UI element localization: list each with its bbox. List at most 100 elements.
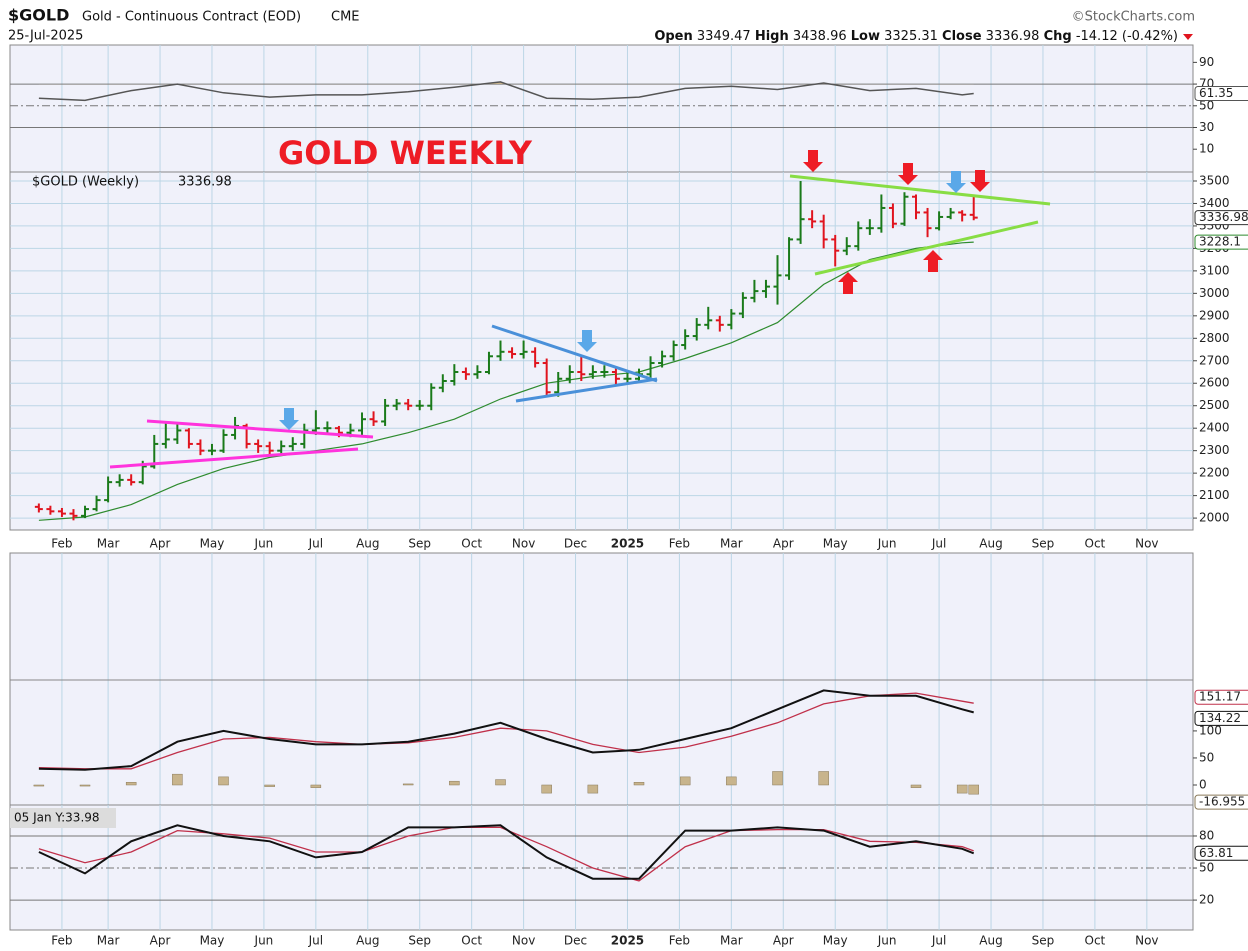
x-tick-label: Mar bbox=[97, 537, 120, 551]
x-tick-label: May bbox=[823, 934, 848, 948]
x-tick-label: Aug bbox=[356, 934, 379, 948]
down-indicator bbox=[1183, 34, 1193, 40]
close-value: 3336.98 bbox=[986, 29, 1040, 44]
high-label: High bbox=[755, 29, 789, 44]
x-tick-label: Oct bbox=[1085, 537, 1106, 551]
x-tick-label: Nov bbox=[1135, 934, 1158, 948]
arrow bbox=[803, 150, 823, 172]
value-box: 61.35 bbox=[1194, 86, 1248, 101]
low-value: 3325.31 bbox=[884, 29, 938, 44]
x-tick-label: Sep bbox=[1032, 537, 1055, 551]
trendline bbox=[814, 220, 1039, 276]
y-tick-label: 50 bbox=[1199, 98, 1214, 112]
x-tick-label: Mar bbox=[720, 934, 743, 948]
arrow bbox=[279, 408, 299, 430]
value-box-frame bbox=[1194, 210, 1248, 226]
x-tick-label: May bbox=[823, 537, 848, 551]
arrow bbox=[898, 163, 918, 185]
trendline bbox=[515, 377, 658, 403]
arrow bbox=[946, 171, 966, 193]
legend-label: $GOLD (Weekly) bbox=[32, 175, 139, 190]
value-box-label: 134.22 bbox=[1199, 711, 1241, 725]
y-tick-label: 2000 bbox=[1199, 511, 1230, 525]
x-tick-label: Nov bbox=[512, 537, 535, 551]
exchange: CME bbox=[331, 10, 360, 25]
x-tick-label: Jul bbox=[931, 934, 946, 948]
histogram-bar bbox=[956, 784, 968, 794]
x-tick-label: 2025 bbox=[611, 537, 644, 551]
y-tick-label: 2100 bbox=[1199, 488, 1230, 502]
open-value: 3349.47 bbox=[697, 29, 751, 44]
plot-layer: Feb Mar Apr May Jun Jul Aug Sep Oct Nov Dec 2025 Feb… bbox=[9, 44, 1248, 948]
y-tick-label: 2400 bbox=[1199, 421, 1230, 435]
value-box-label: 61.35 bbox=[1199, 86, 1233, 100]
legend-value: 3336.98 bbox=[178, 175, 232, 190]
x-tick-label: Feb bbox=[51, 934, 72, 948]
y-tick-label: 3100 bbox=[1199, 263, 1230, 277]
x-tick-label: Aug bbox=[356, 537, 379, 551]
trendline bbox=[109, 447, 359, 469]
histogram-bar bbox=[772, 771, 783, 786]
histogram-bar bbox=[79, 784, 91, 787]
histogram-bar bbox=[910, 784, 922, 788]
value-box-label: 3228.1 bbox=[1199, 235, 1241, 249]
x-tick-label: Mar bbox=[720, 537, 743, 551]
y-tick-label: 2300 bbox=[1199, 443, 1230, 457]
value-box-label: 3336.98 bbox=[1199, 210, 1248, 224]
arrow bbox=[970, 170, 990, 192]
rsi-line bbox=[38, 81, 974, 102]
x-tick-label: Jun bbox=[254, 537, 274, 551]
histogram-bar bbox=[818, 771, 829, 786]
x-tick-label: Aug bbox=[979, 934, 1002, 948]
histogram-bar bbox=[402, 783, 414, 786]
trendline bbox=[491, 324, 658, 383]
value-box: 151.17 bbox=[1194, 689, 1248, 705]
y-tick-label: 20 bbox=[1199, 893, 1214, 907]
value-box: -16.955 bbox=[1194, 794, 1248, 810]
y-tick-label: 50 bbox=[1199, 861, 1214, 875]
y-tick-label: 30 bbox=[1199, 120, 1214, 134]
source: ©StockCharts.com bbox=[1072, 10, 1195, 25]
low-label: Low bbox=[851, 29, 880, 44]
value-box-frame bbox=[1194, 794, 1248, 810]
x-tick-label: 2025 bbox=[611, 934, 644, 948]
value-box-frame bbox=[1194, 689, 1248, 705]
value-box-label: 63.81 bbox=[1199, 846, 1233, 860]
trendline bbox=[789, 174, 1051, 206]
x-tick-label: Jul bbox=[308, 934, 323, 948]
moving-average bbox=[38, 241, 974, 521]
y-tick-label: 0 bbox=[1199, 777, 1207, 791]
histogram-bar bbox=[541, 784, 552, 794]
arrow bbox=[577, 330, 597, 352]
arrow bbox=[838, 272, 858, 294]
histogram-bar bbox=[449, 780, 460, 786]
histogram-bar bbox=[172, 773, 183, 786]
close-label: Close bbox=[942, 29, 982, 44]
value-box-label: -16.955 bbox=[1199, 795, 1245, 809]
x-tick-label: Apr bbox=[773, 537, 794, 551]
macd-line bbox=[38, 689, 974, 771]
x-tick-label: Oct bbox=[461, 537, 482, 551]
value-box: 3336.98 bbox=[1194, 210, 1248, 226]
y-tick-label: 2600 bbox=[1199, 376, 1230, 390]
percent-k-line bbox=[38, 824, 975, 880]
instrument-name: Gold - Continuous Contract (EOD) bbox=[82, 10, 301, 25]
x-tick-label: Apr bbox=[150, 934, 171, 948]
trendline bbox=[146, 419, 374, 439]
histogram-bar bbox=[33, 784, 45, 787]
histogram-bar bbox=[726, 776, 737, 786]
panel-background bbox=[9, 804, 1194, 931]
y-tick-label: 100 bbox=[1199, 723, 1222, 737]
y-tick-label: 2200 bbox=[1199, 466, 1230, 480]
value-box: 63.81 bbox=[1194, 846, 1248, 861]
y-tick-label: 50 bbox=[1199, 750, 1214, 764]
high-value: 3438.96 bbox=[793, 29, 847, 44]
y-tick-label: 3500 bbox=[1199, 173, 1230, 187]
symbol: $GOLD bbox=[8, 6, 69, 25]
open-label: Open bbox=[654, 29, 692, 44]
panel-background bbox=[9, 552, 1194, 806]
value-box-frame bbox=[1194, 710, 1248, 726]
y-tick-label: 2900 bbox=[1199, 308, 1230, 322]
x-tick-label: Feb bbox=[669, 537, 690, 551]
x-tick-label: Apr bbox=[150, 537, 171, 551]
